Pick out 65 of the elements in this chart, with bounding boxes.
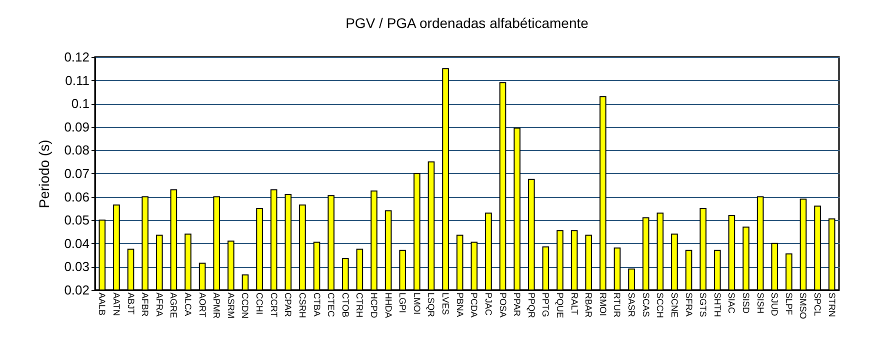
y-tick-label: 0.11 [65,72,90,88]
x-tick-label: AATN [111,292,122,316]
x-tick-label: AFRA [154,292,164,317]
x-tick-label: CTOB [340,292,350,318]
x-tick-label: SCAS [640,292,651,318]
y-tick-label: 0.05 [64,212,90,228]
x-tick-label: PPAR [512,292,522,317]
x-tick-label: AORT [197,292,208,318]
x-tick-label: SISH [755,292,766,314]
x-tick-label: CTRH [354,292,365,318]
y-tick-label: 0.03 [64,259,90,274]
y-tick-label: 0.06 [64,189,90,204]
y-tick-label: 0.07 [64,166,90,181]
x-tick-label: SCNE [669,292,680,318]
x-tick-label: POSA [498,292,508,318]
x-tick-label: RBAR [584,292,594,318]
x-tick-label: RALT [569,292,580,316]
chart-title: PGV / PGA ordenadas alfabéticamente [346,15,589,31]
x-tick-label: SASR [626,292,637,318]
x-tick-label: CPAR [283,292,294,318]
x-tick-label: PPTG [540,292,551,318]
x-tick-label: SIAC [726,292,737,314]
x-tick-label: HCPD [369,292,379,318]
x-tick-label: CCHI [254,292,265,314]
x-tick-label: SFRA [684,292,694,317]
x-tick-label: CCRT [268,292,279,318]
y-tick-label: 0.09 [64,119,90,134]
x-tick-label: RMOI [598,292,608,316]
x-tick-label: LGPI [398,292,408,314]
x-tick-label: PBNA [454,292,465,318]
x-tick-label: ABJT [126,292,136,316]
x-tick-label: PQUE [555,292,565,318]
x-tick-label: APMR [212,292,222,320]
x-tick-label: PPQR [526,292,536,319]
x-tick-label: SMSO [798,292,808,320]
x-tick-label: SPCL [812,292,823,316]
x-tick-label: PCDA [469,292,480,318]
y-tick-label: 0.02 [64,282,90,298]
x-tick-label: HHDA [383,292,394,318]
x-tick-label: SHTH [712,292,722,317]
x-tick-label: SISD [741,292,751,314]
x-tick-label: LSQR [426,292,436,318]
x-tick-label: AALB [97,292,108,316]
y-tick-label: 0.08 [64,142,90,158]
y-tick-label: 0.12 [64,50,90,64]
x-tick-label: AGRE [168,292,179,318]
y-axis-title: Periodo (s) [36,140,52,208]
x-tick-label: SLPF [784,292,794,316]
x-tick-label: ALCA [183,292,193,316]
x-tick-label: SGTS [698,292,708,318]
x-tick-label: SJUD [770,292,780,316]
x-tick-label: AFBR [140,292,150,318]
x-tick-label: CSRH [297,292,308,318]
x-tick-label: PJAC [483,292,494,316]
x-tick-label: CTEC [326,292,336,318]
x-tick-label: STRN [826,292,837,317]
y-tick-label: 0.1 [71,96,90,112]
x-tick-label: CCDN [240,292,250,318]
y-tick-label: 0.04 [64,236,90,251]
x-tick-label: LVES [440,292,451,315]
x-tick-label: LMOI [412,292,422,315]
x-tick-label: RTUR [612,292,622,318]
x-tick-label: ASRM [226,292,236,319]
x-tick-label: CTBA [312,292,322,317]
x-tick-label: SCCH [655,292,666,318]
